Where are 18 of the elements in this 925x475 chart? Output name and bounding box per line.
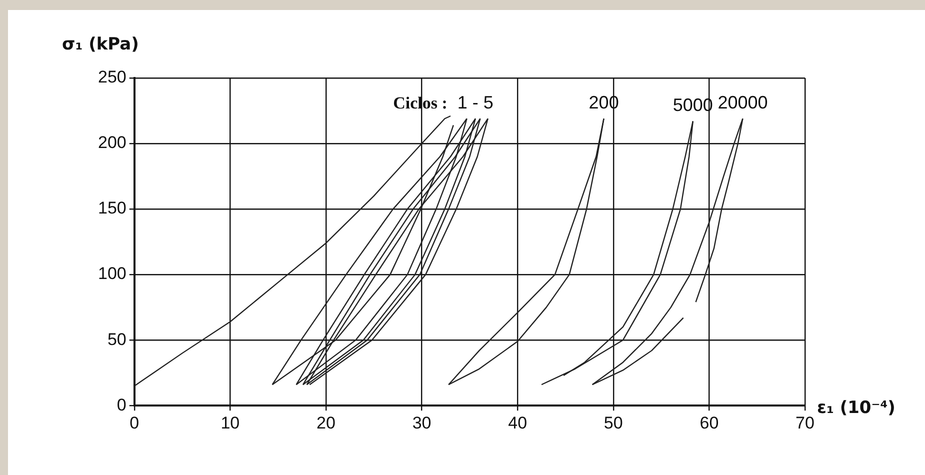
x-tick-label: 0 [130, 413, 140, 432]
x-tick-label: 50 [604, 413, 623, 432]
x-tick-label: 70 [796, 413, 814, 432]
annotation: 20000 [718, 92, 768, 113]
y-axis-title: σ₁ (kPa) [62, 34, 139, 54]
x-tick-label: 10 [220, 413, 240, 432]
y-tick-label: 200 [98, 133, 126, 152]
y-tick-label: 0 [116, 395, 126, 414]
y-tick-label: 100 [98, 264, 126, 284]
x-tick-label: 20 [316, 413, 336, 432]
x-tick-label: 60 [700, 413, 719, 432]
x-tick-label: 30 [412, 413, 432, 432]
y-tick-label: 250 [98, 68, 126, 87]
y-tick-label: 50 [107, 330, 126, 349]
x-axis-title: ε₁ (10⁻⁴) [817, 398, 896, 418]
y-tick-label: 150 [98, 198, 126, 218]
x-tick-label: 40 [508, 413, 528, 432]
annotation: 1 - 5 [457, 92, 494, 113]
